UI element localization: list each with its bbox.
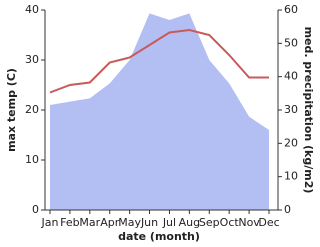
x-tick-label: Apr [100,216,120,229]
x-tick-label: Oct [220,216,240,229]
y2-tick-label: 60 [284,3,298,16]
y2-axis-title: med. precipitation (kg/m2) [302,27,315,194]
x-axis-title: date (month) [118,230,200,243]
y-tick-label: 10 [25,153,39,166]
x-tick-label: Nov [238,216,260,229]
x-tick-label: Jun [140,216,158,229]
y2-tick-label: 50 [284,36,298,49]
x-tick-label: May [118,216,141,229]
y-tick-label: 30 [25,53,39,66]
x-tick-label: Sep [199,216,220,229]
x-tick-label: Mar [79,216,100,229]
temp-line [49,28,269,94]
precipitation-area [50,13,269,211]
y2-tick-label: 20 [284,136,298,149]
x-tick-label: Jan [41,216,59,229]
y-tick-label: 40 [25,3,39,16]
y2-tick-label: 0 [284,203,291,216]
y-tick-label: 0 [32,203,39,216]
x-tick-label: Feb [60,216,79,229]
x-tick-label: Jul [162,216,176,229]
y2-tick-label: 30 [284,103,298,116]
y-tick-label: 20 [25,103,39,116]
y-axis-title: max temp (C) [5,68,18,152]
y2-tick-label: 40 [284,70,298,83]
x-tick-label: Dec [258,216,279,229]
x-tick-label: Aug [179,216,200,229]
y2-tick-label: 10 [284,170,298,183]
